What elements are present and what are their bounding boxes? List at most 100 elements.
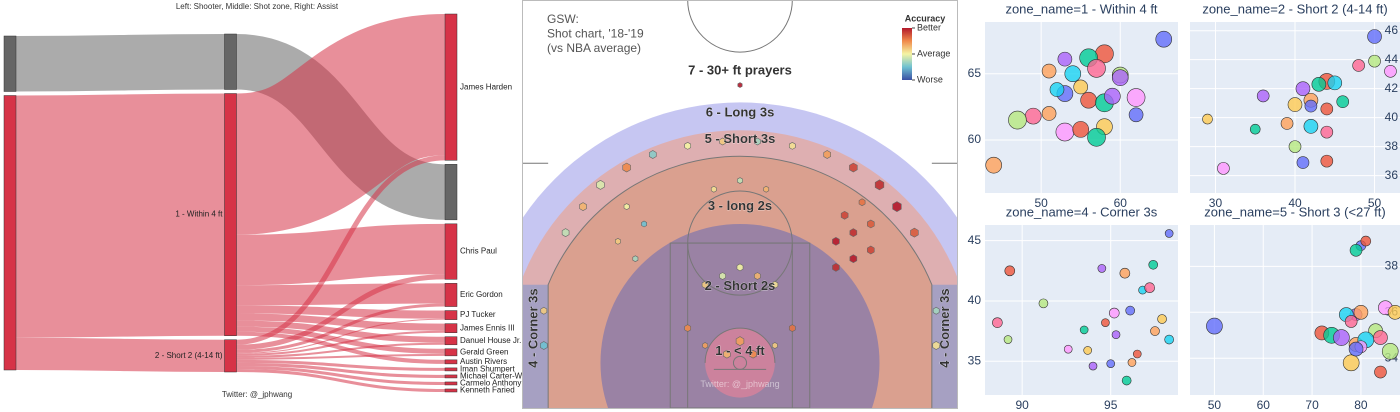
- scatter-point: [1206, 317, 1223, 335]
- shot-hex: [763, 185, 770, 193]
- y-tick-label: 42: [1385, 81, 1399, 95]
- x-tick-label: 40: [1288, 196, 1302, 210]
- scatter-point: [1256, 89, 1270, 103]
- scatter-point: [1287, 97, 1303, 112]
- shot-hex: [849, 254, 858, 264]
- y-tick-label: 45: [968, 233, 982, 247]
- node-label: Michael Carter-W: [460, 372, 523, 381]
- sankey-link: [236, 320, 446, 343]
- shot-hex: [622, 162, 631, 173]
- sankey-link: [236, 342, 446, 358]
- scatter-point: [1079, 325, 1089, 335]
- scatter-point: [1342, 354, 1360, 372]
- sankey-node: [224, 339, 237, 373]
- shot-hex: [858, 198, 866, 207]
- sankey-chart: Left: Shooter, Middle: Shot zone, Right:…: [3, 2, 523, 399]
- sankey-title: Left: Shooter, Middle: Shot zone, Right:…: [176, 2, 339, 11]
- plot-background: [1190, 225, 1400, 395]
- sankey-link: [236, 362, 446, 378]
- scatter-point: [1320, 154, 1334, 168]
- scatter-point: [1132, 349, 1142, 359]
- x-tick-label: 50: [1208, 398, 1222, 412]
- shot-hex: [892, 201, 902, 212]
- scatter-point: [1049, 82, 1065, 97]
- scatter-point: [1280, 117, 1294, 130]
- scatter-point: [1150, 326, 1160, 336]
- zone-label: 5 - Short 3s: [705, 131, 776, 146]
- y-tick-label: 40: [1385, 110, 1399, 124]
- shot-hex: [788, 141, 796, 150]
- shot-hex: [736, 263, 744, 272]
- facet-title: zone_name=4 - Corner 3s: [1006, 204, 1158, 219]
- sankey-node: [444, 310, 458, 320]
- y-tick-label: 35: [968, 353, 982, 367]
- sankey-link: [236, 313, 446, 331]
- scatter-point: [1344, 315, 1358, 328]
- scatter-point: [1038, 298, 1049, 309]
- scatter-point: [1148, 259, 1159, 270]
- sankey-link: [15, 34, 225, 92]
- scatter-point: [1063, 344, 1073, 354]
- court: 7 - 30+ ft prayers 6 - Long 3s 5 - Short 3…: [522, 0, 958, 408]
- points: [985, 30, 1173, 174]
- scatter-point: [1374, 365, 1387, 379]
- plot-background: [985, 225, 1178, 395]
- sankey-link: [236, 274, 446, 350]
- scatter-point: [1128, 107, 1144, 123]
- scatter-point: [1367, 29, 1382, 44]
- scatter-point: [1126, 88, 1146, 107]
- scatter-point: [1164, 334, 1174, 345]
- shot-hex: [684, 324, 692, 332]
- scatter-point: [1111, 330, 1121, 340]
- node-label: Iman Shumpert: [460, 365, 515, 374]
- sankey-node: [3, 35, 17, 92]
- shot-chart-title: (vs NBA average): [547, 41, 641, 55]
- sankey-node: [444, 283, 458, 307]
- scatter-point: [1119, 267, 1131, 279]
- shot-hex: [910, 227, 919, 238]
- x-tick-label: 60: [1257, 398, 1271, 412]
- sankey-node: [444, 388, 458, 393]
- node-label: Austin Rivers: [460, 357, 507, 366]
- shot-hex: [749, 349, 757, 359]
- shot-hex: [849, 228, 858, 237]
- shot-hex: [754, 137, 761, 146]
- scatter-point: [1327, 75, 1343, 91]
- shot-hex: [540, 341, 548, 350]
- shot-hex: [737, 82, 743, 88]
- scatter-point: [1087, 128, 1106, 147]
- shot-hex: [735, 336, 745, 347]
- scatter-point: [992, 317, 1003, 328]
- shot-hex: [832, 263, 840, 272]
- scatter-point: [1101, 318, 1110, 327]
- shot-hex: [737, 177, 743, 184]
- shot-hex: [649, 150, 657, 159]
- scatter-point: [1083, 346, 1092, 355]
- court-line: [704, 327, 776, 363]
- scatter-point: [1057, 51, 1073, 67]
- zone-label: 3 - long 2s: [708, 198, 772, 213]
- scatter-point: [1303, 119, 1319, 134]
- court-line: [547, 155, 933, 408]
- shot-chart-title: GSW:: [547, 12, 579, 26]
- colorbar: [902, 28, 912, 80]
- scatter-point: [1288, 140, 1302, 153]
- zone-label: 4 - Corner 3s: [937, 288, 952, 367]
- sankey-link: [236, 365, 446, 385]
- node-label: Gerald Green: [460, 347, 508, 356]
- sankey-link: [15, 337, 225, 372]
- scatter-point: [1368, 54, 1381, 68]
- shot-hex: [701, 280, 709, 289]
- scatter-facet: zone_name=5 - Short 3 (<27 ft)5060708034…: [1190, 204, 1400, 412]
- scatter-point: [1320, 102, 1334, 116]
- sankey-link: [236, 318, 446, 354]
- node-label: Carmelo Anthony: [460, 379, 521, 388]
- scatter-facet: zone_name=4 - Corner 3s 90 95 35 40 45: [968, 204, 1178, 412]
- y-tick-label: 46: [1385, 23, 1399, 37]
- sankey-footnote: Twitter: @_jphwang: [222, 390, 292, 399]
- x-tick-label: 50: [1368, 196, 1382, 210]
- sankey-link: [236, 283, 446, 306]
- scatter-point: [1249, 123, 1261, 135]
- scatter-point: [1348, 341, 1364, 357]
- scatter-point: [1360, 235, 1372, 247]
